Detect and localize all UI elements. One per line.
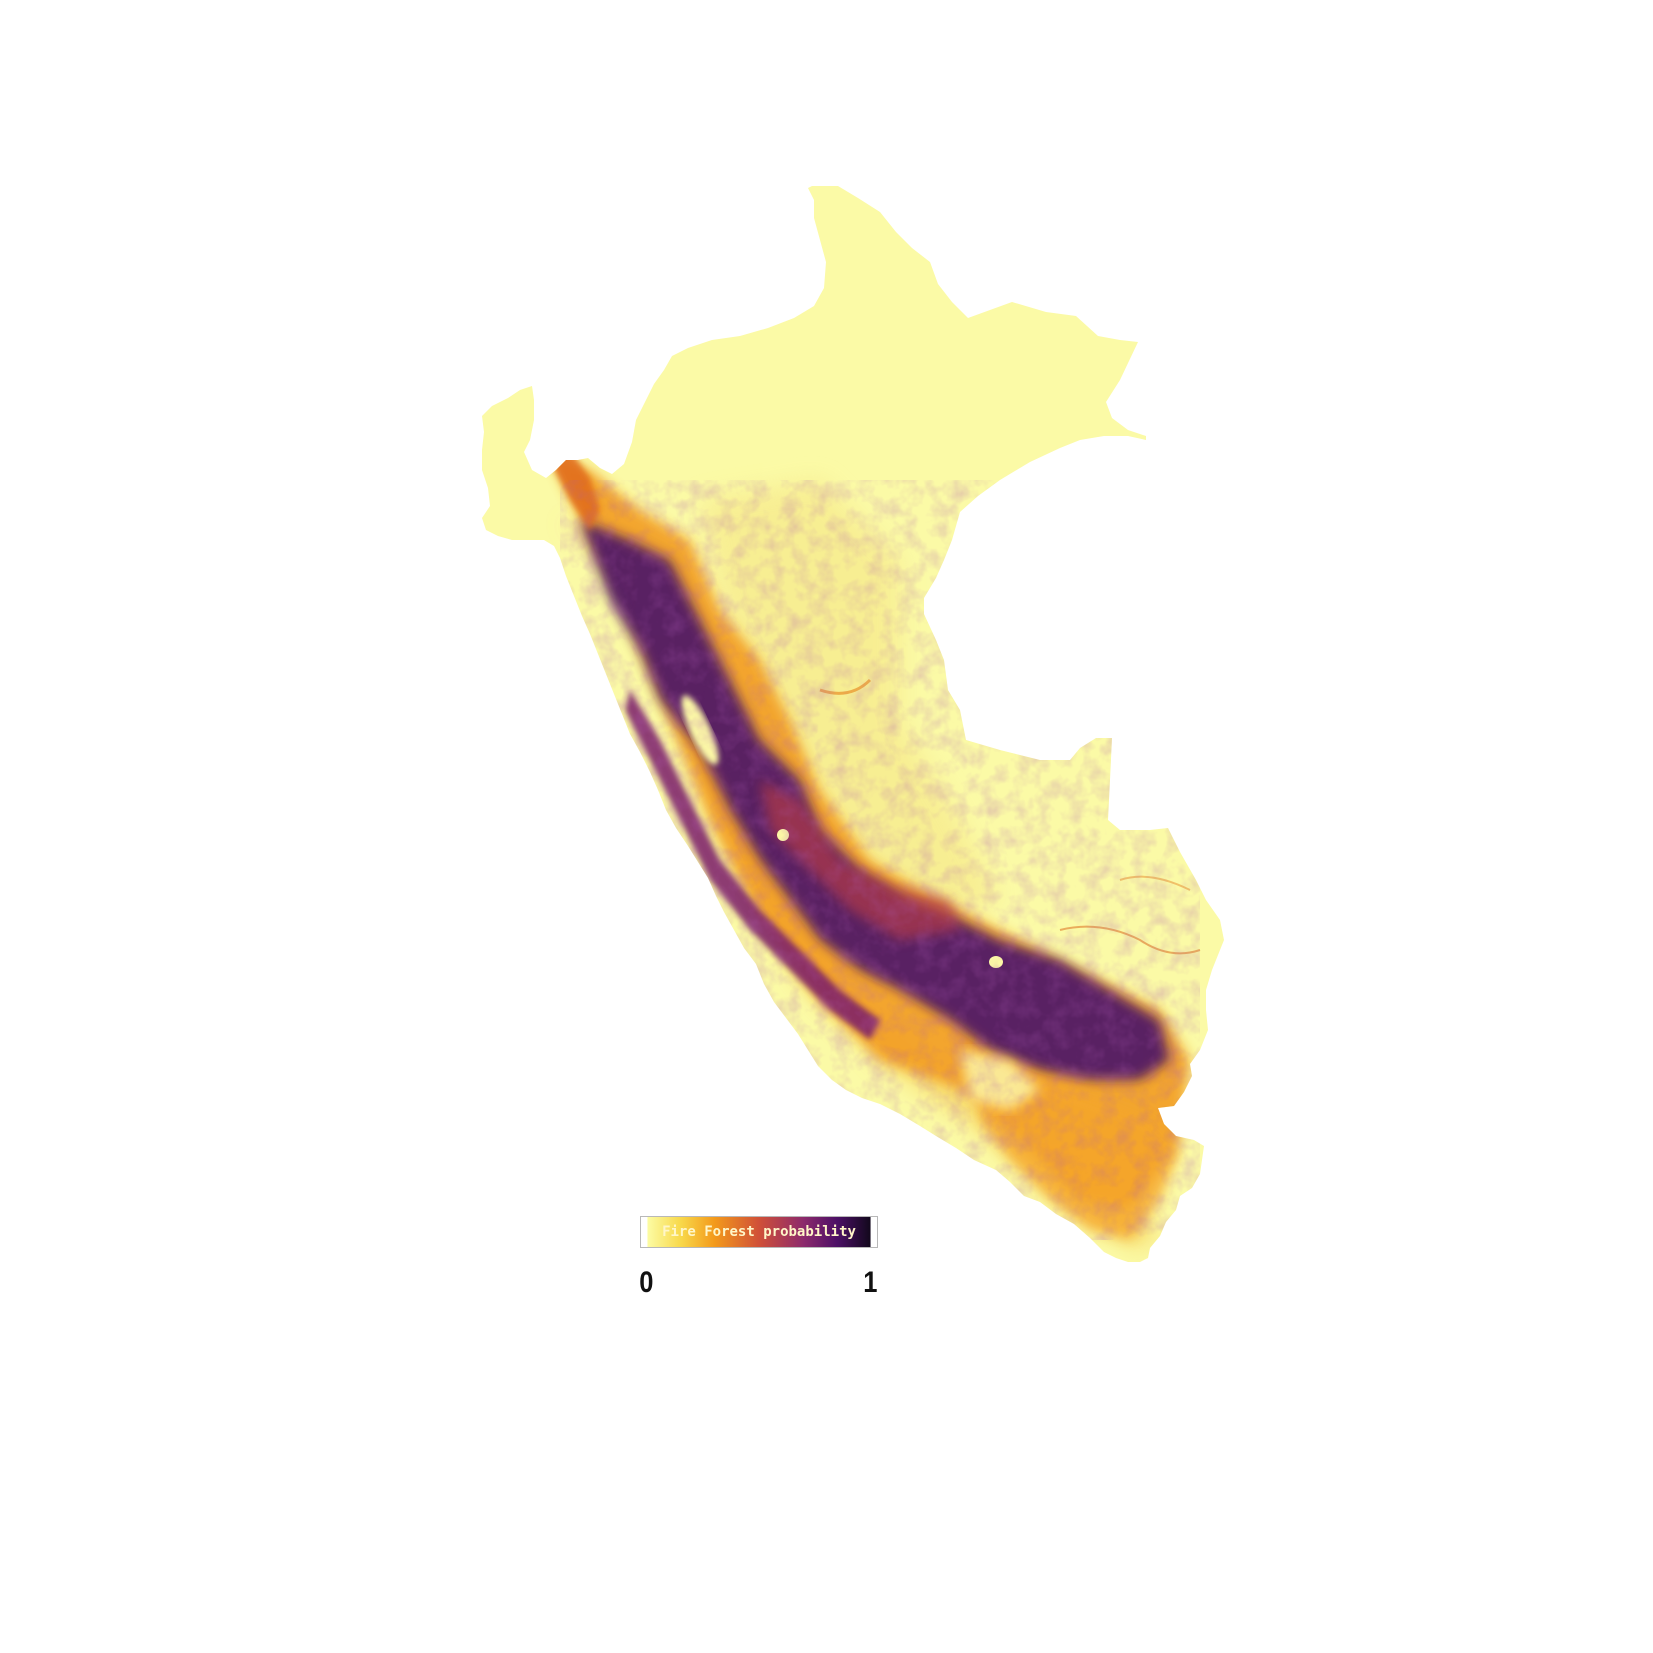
legend-colorbar xyxy=(640,1216,878,1248)
probability-layers xyxy=(548,442,1201,1250)
legend-max-label: 1 xyxy=(863,1266,878,1299)
andes-texture xyxy=(560,480,1200,1240)
legend-min-label: 0 xyxy=(639,1266,654,1299)
legend: Fire Forest probability xyxy=(640,1216,878,1248)
legend-title: Fire Forest probability xyxy=(662,1224,856,1240)
